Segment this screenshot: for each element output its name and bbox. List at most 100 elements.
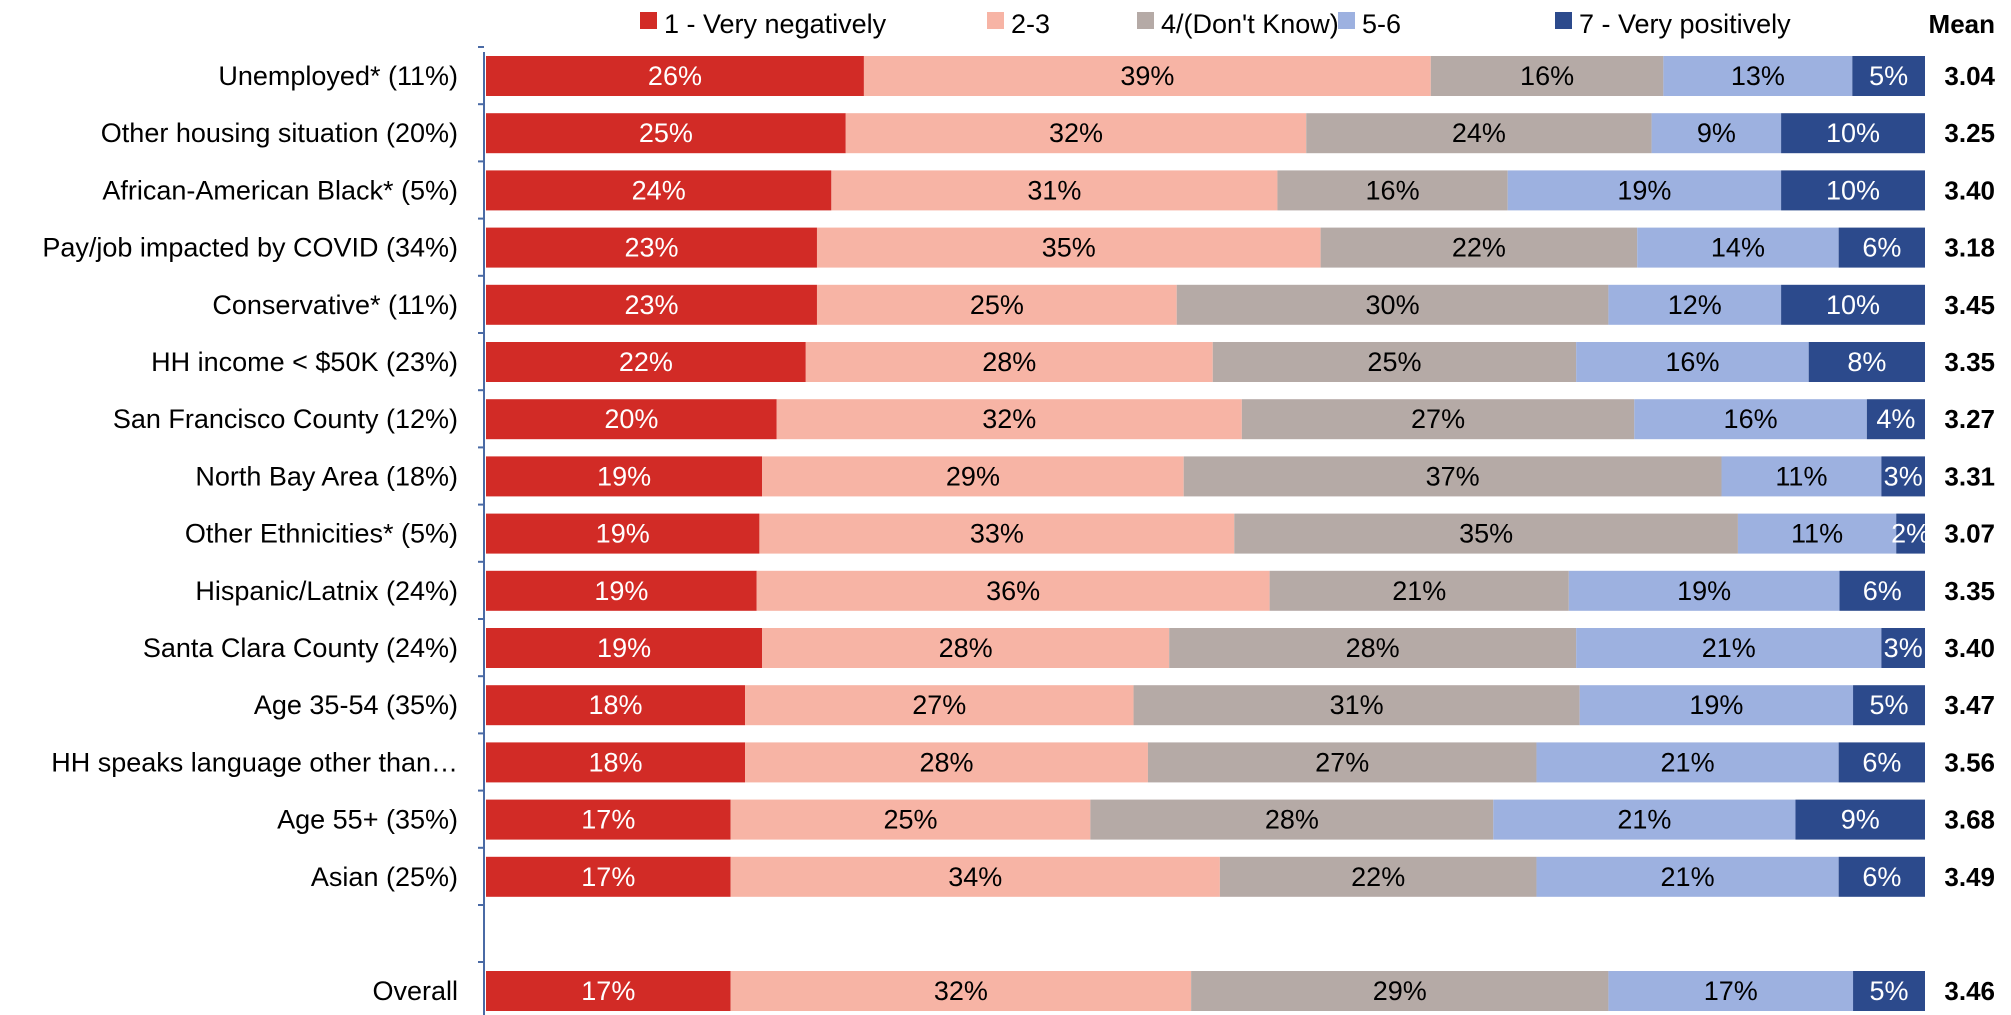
data-label: 37% bbox=[1426, 461, 1480, 491]
mean-value: 3.04 bbox=[1944, 61, 1995, 91]
data-label: 12% bbox=[1668, 290, 1722, 320]
category-labels: Unemployed* (11%) Other housing situation… bbox=[42, 61, 458, 1006]
legend-swatch bbox=[1338, 12, 1355, 29]
bar-segment bbox=[486, 799, 731, 840]
data-label: 28% bbox=[982, 347, 1036, 377]
data-label: 27% bbox=[912, 690, 966, 720]
mean-value: 3.46 bbox=[1944, 976, 1995, 1006]
bar-segment bbox=[1183, 456, 1722, 497]
bar-segment bbox=[805, 342, 1213, 382]
bar-segment bbox=[1634, 399, 1867, 440]
mean-values: 3.04 3.25 3.40 3.18 3.45 3.35 3.27 3.31 3.07 3.35… bbox=[1944, 61, 1995, 1006]
bar-segment bbox=[1896, 513, 1925, 554]
bar-segment bbox=[486, 113, 846, 154]
data-label: 39% bbox=[1120, 61, 1174, 91]
bar-segment bbox=[1781, 284, 1925, 325]
category-label: Other housing situation (20%) bbox=[101, 118, 458, 148]
bar-segment bbox=[1090, 799, 1494, 840]
data-label: 9% bbox=[1841, 805, 1880, 835]
bar-segment bbox=[1608, 971, 1854, 1011]
bar-segment bbox=[486, 342, 806, 382]
data-label: 21% bbox=[1392, 576, 1446, 606]
bar-segment bbox=[1133, 685, 1580, 726]
data-label: 8% bbox=[1847, 347, 1886, 377]
data-label: 13% bbox=[1731, 61, 1785, 91]
data-label: 27% bbox=[1315, 747, 1369, 777]
bar-segment bbox=[486, 399, 777, 440]
category-label: North Bay Area (18%) bbox=[195, 461, 458, 491]
bar-segment bbox=[745, 742, 1148, 783]
bar-segment bbox=[1320, 227, 1638, 268]
bar-segment bbox=[486, 56, 864, 96]
bar-segment bbox=[845, 113, 1307, 154]
mean-value: 3.35 bbox=[1944, 576, 1995, 606]
category-label: Unemployed* (11%) bbox=[218, 61, 458, 91]
data-label: 24% bbox=[1452, 118, 1506, 148]
data-label: 11% bbox=[1791, 519, 1843, 549]
data-label: 32% bbox=[982, 404, 1036, 434]
legend-label: 1 - Very negatively bbox=[664, 9, 887, 39]
bar-segment bbox=[1795, 799, 1925, 840]
data-label: 19% bbox=[597, 633, 651, 663]
category-label: African-American Black* (5%) bbox=[102, 175, 458, 205]
data-label: 16% bbox=[1665, 347, 1719, 377]
legend-swatch bbox=[1555, 12, 1572, 29]
data-label: 35% bbox=[1042, 233, 1096, 263]
bar-segment bbox=[1241, 399, 1635, 440]
bar-segment bbox=[1651, 113, 1782, 154]
bar-segment bbox=[762, 456, 1184, 497]
data-label: 14% bbox=[1711, 233, 1765, 263]
data-label: 5% bbox=[1870, 976, 1909, 1006]
bar-segment bbox=[1881, 456, 1925, 497]
bar-segment bbox=[1781, 170, 1925, 211]
mean-value: 3.45 bbox=[1944, 290, 1995, 320]
bar-segment bbox=[1234, 513, 1738, 554]
category-axis-ticks bbox=[478, 46, 484, 963]
bar-segment bbox=[1853, 685, 1925, 726]
data-label: 32% bbox=[934, 976, 988, 1006]
bar-segment bbox=[1608, 284, 1782, 325]
legend-swatch bbox=[1137, 12, 1154, 29]
bar-segment bbox=[1169, 628, 1577, 668]
data-label: 29% bbox=[1373, 976, 1427, 1006]
legend: 1 - Very negatively 2-3 4/(Don't Know) 5-6 7… bbox=[640, 9, 1791, 39]
data-label: 19% bbox=[1689, 690, 1743, 720]
bar-segment bbox=[1147, 742, 1537, 783]
category-label: Asian (25%) bbox=[311, 862, 458, 892]
bar-segment bbox=[1507, 170, 1782, 211]
bar-segment bbox=[486, 971, 731, 1011]
bar-segment bbox=[1536, 856, 1839, 897]
bar-segment bbox=[486, 742, 746, 783]
mean-value: 3.68 bbox=[1944, 805, 1995, 835]
data-label: 28% bbox=[1265, 805, 1319, 835]
data-label: 33% bbox=[970, 519, 1024, 549]
data-label: 35% bbox=[1459, 519, 1513, 549]
data-label: 16% bbox=[1724, 404, 1778, 434]
bar-segment bbox=[776, 399, 1242, 440]
category-label: Age 55+ (35%) bbox=[277, 805, 458, 835]
data-label: 25% bbox=[883, 805, 937, 835]
bar-segment bbox=[1536, 742, 1839, 783]
data-label: 3% bbox=[1884, 633, 1923, 663]
data-label: 11% bbox=[1775, 461, 1827, 491]
data-label: 19% bbox=[597, 461, 651, 491]
bar-segment bbox=[1737, 513, 1897, 554]
data-label: 17% bbox=[581, 805, 635, 835]
legend-label: 7 - Very positively bbox=[1579, 9, 1791, 39]
bar-segment bbox=[1579, 685, 1854, 726]
bar-segment bbox=[1191, 971, 1609, 1011]
bar-segment bbox=[816, 227, 1321, 268]
bar-segment bbox=[730, 971, 1192, 1011]
bar-segment bbox=[1269, 570, 1569, 611]
data-label: 18% bbox=[588, 690, 642, 720]
category-label: San Francisco County (12%) bbox=[113, 404, 458, 434]
data-label: 6% bbox=[1862, 862, 1901, 892]
category-label: Santa Clara County (24%) bbox=[143, 633, 458, 663]
category-label: HH speaks language other than… bbox=[51, 747, 458, 777]
data-label: 21% bbox=[1661, 747, 1715, 777]
bar-segment bbox=[831, 170, 1278, 211]
legend-swatch bbox=[987, 12, 1004, 29]
mean-value: 3.40 bbox=[1944, 633, 1995, 663]
data-label: 22% bbox=[1351, 862, 1405, 892]
category-label: Hispanic/Latnix (24%) bbox=[195, 576, 458, 606]
